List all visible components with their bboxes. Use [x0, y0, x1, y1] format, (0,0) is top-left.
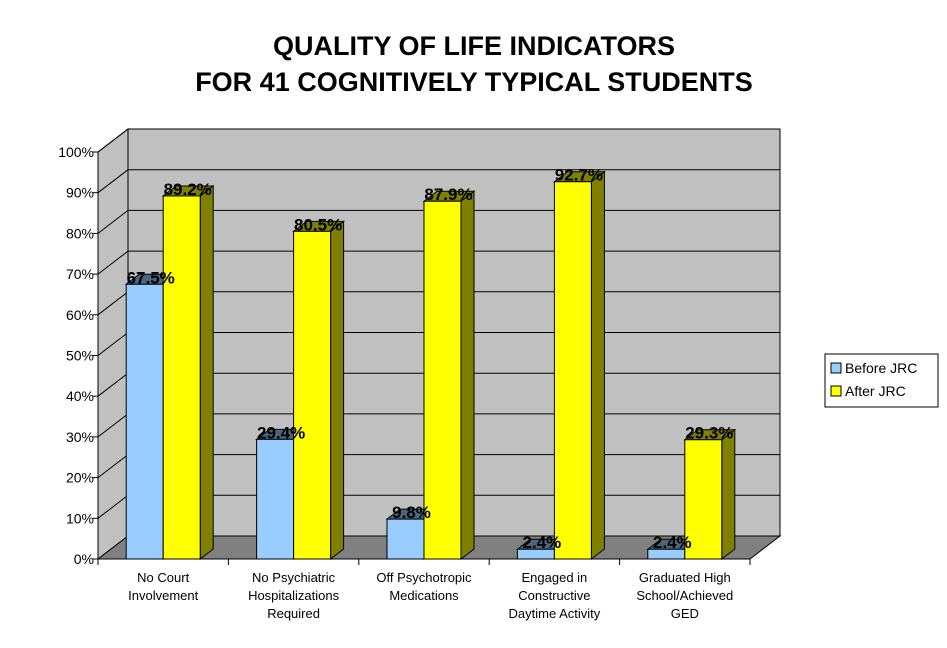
category-label: Daytime Activity	[509, 606, 601, 621]
y-tick-label: 10%	[66, 510, 94, 526]
legend-swatch	[830, 385, 842, 397]
gridline-side	[97, 169, 129, 194]
legend-swatch	[830, 362, 842, 374]
bar-front	[256, 438, 295, 560]
y-tick-label: 100%	[58, 144, 94, 160]
data-label: 67.5%	[127, 268, 175, 287]
gridline-side	[97, 332, 129, 356]
bar-front	[162, 195, 201, 560]
gridline-side	[97, 454, 129, 478]
category-label: Engaged in	[522, 570, 588, 585]
bar-after-jrc	[552, 170, 606, 561]
bar-side	[199, 184, 214, 561]
category-label: Constructive	[518, 588, 590, 603]
gridline-side	[97, 291, 129, 316]
bar-front	[386, 518, 425, 560]
bar-front	[423, 200, 462, 560]
bar-after-jrc	[292, 220, 346, 561]
gridline-side	[97, 250, 129, 275]
data-label: 2.4%	[653, 533, 692, 552]
y-tick-label: 80%	[66, 225, 94, 241]
category-label: Medications	[389, 588, 459, 603]
data-label: 89.2%	[164, 180, 212, 199]
y-tick-label: 70%	[66, 266, 94, 282]
y-tick-label: 50%	[66, 348, 94, 364]
bar-after-jrc	[683, 428, 737, 561]
bar-front	[684, 439, 723, 560]
category-label: Hospitalizations	[248, 588, 340, 603]
data-label: 2.4%	[523, 533, 562, 552]
bar-front	[553, 181, 592, 560]
legend: Before JRC After JRC	[824, 353, 939, 408]
category-label: Graduated High	[639, 570, 731, 585]
category-label: Involvement	[128, 588, 198, 603]
y-tick-label: 40%	[66, 388, 94, 404]
bar-front	[125, 283, 164, 560]
y-tick-label: 0%	[74, 551, 94, 567]
data-label: 80.5%	[294, 215, 342, 234]
chart-title-line-2: FOR 41 COGNITIVELY TYPICAL STUDENTS	[195, 67, 753, 97]
bar-side	[721, 428, 736, 561]
bar-after-jrc	[161, 184, 215, 561]
category-label: School/Achieved	[636, 588, 733, 603]
data-label: 9.8%	[392, 503, 431, 522]
gridline-side	[97, 128, 129, 153]
chart-title-line-1: QUALITY OF LIFE INDICATORS	[273, 31, 675, 61]
category-label: Off Psychotropic	[376, 570, 472, 585]
category-label: No Psychiatric	[252, 570, 336, 585]
y-tick-label: 90%	[66, 185, 94, 201]
data-label: 29.4%	[257, 423, 305, 442]
y-tick-label: 20%	[66, 470, 94, 486]
bar-side	[460, 190, 475, 561]
y-tick-label: 30%	[66, 429, 94, 445]
legend-box	[824, 353, 939, 408]
data-label: 87.9%	[424, 185, 472, 204]
legend-entry: After JRC	[845, 383, 906, 399]
bar-front	[293, 230, 332, 560]
bar-after-jrc	[422, 190, 476, 561]
category-label: No Court	[137, 570, 189, 585]
y-tick-label: 60%	[66, 307, 94, 323]
gridline-side	[97, 413, 129, 438]
data-label: 29.3%	[685, 424, 733, 443]
gridline-side	[97, 210, 129, 234]
category-label: GED	[671, 606, 699, 621]
legend-entry: Before JRC	[845, 360, 917, 376]
category-label: Required	[267, 606, 320, 621]
bar-side	[330, 220, 345, 561]
gridline-side	[97, 494, 129, 519]
data-label: 92.7%	[555, 166, 603, 185]
bar-side	[590, 170, 605, 561]
gridline-side	[97, 372, 129, 397]
